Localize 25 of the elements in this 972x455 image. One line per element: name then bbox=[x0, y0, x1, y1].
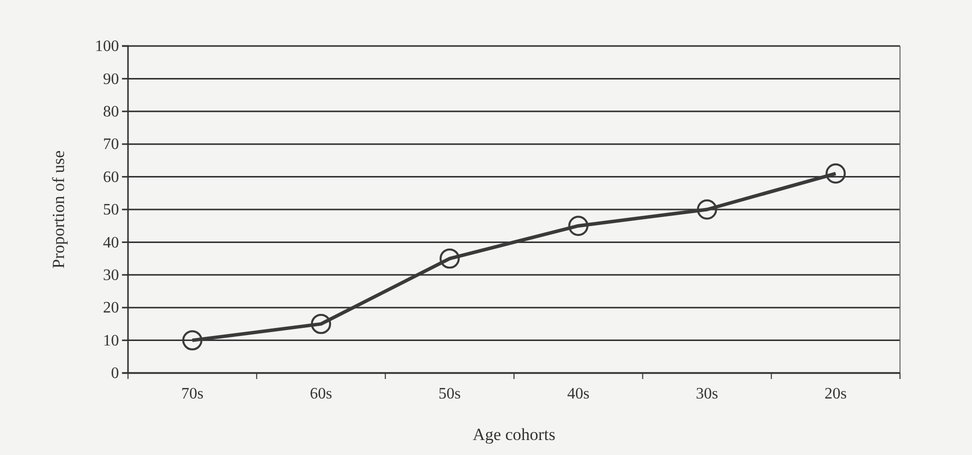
y-tick-label: 50 bbox=[103, 202, 119, 219]
x-tick-label: 50s bbox=[438, 385, 461, 402]
y-tick-label: 100 bbox=[95, 38, 119, 56]
point bbox=[826, 163, 846, 184]
y-tick-label: 40 bbox=[103, 234, 119, 252]
x-tick-label: 70s bbox=[181, 385, 204, 402]
y-axis-title: Proportion of use bbox=[49, 150, 68, 269]
y-tick-label: 20 bbox=[103, 300, 119, 317]
point bbox=[182, 330, 202, 350]
point bbox=[696, 199, 718, 220]
x-axis-title: Age cohorts bbox=[472, 425, 556, 444]
y-tick-label: 10 bbox=[103, 332, 119, 350]
y-tick-label: 30 bbox=[103, 267, 119, 284]
x-tick-label: 40s bbox=[567, 385, 590, 402]
y-tick-label: 60 bbox=[103, 168, 119, 186]
x-tick-label: 60s bbox=[310, 385, 332, 402]
x-tick-label: 20s bbox=[824, 385, 847, 402]
y-tick-label: 70 bbox=[103, 136, 119, 154]
y-tick-label: 90 bbox=[103, 70, 119, 88]
point bbox=[568, 216, 588, 236]
y-tick-label: 80 bbox=[103, 104, 119, 121]
point bbox=[440, 248, 460, 269]
x-tick-label: 30s bbox=[696, 385, 718, 402]
point bbox=[310, 314, 332, 334]
y-tick-label: 0 bbox=[111, 365, 119, 382]
